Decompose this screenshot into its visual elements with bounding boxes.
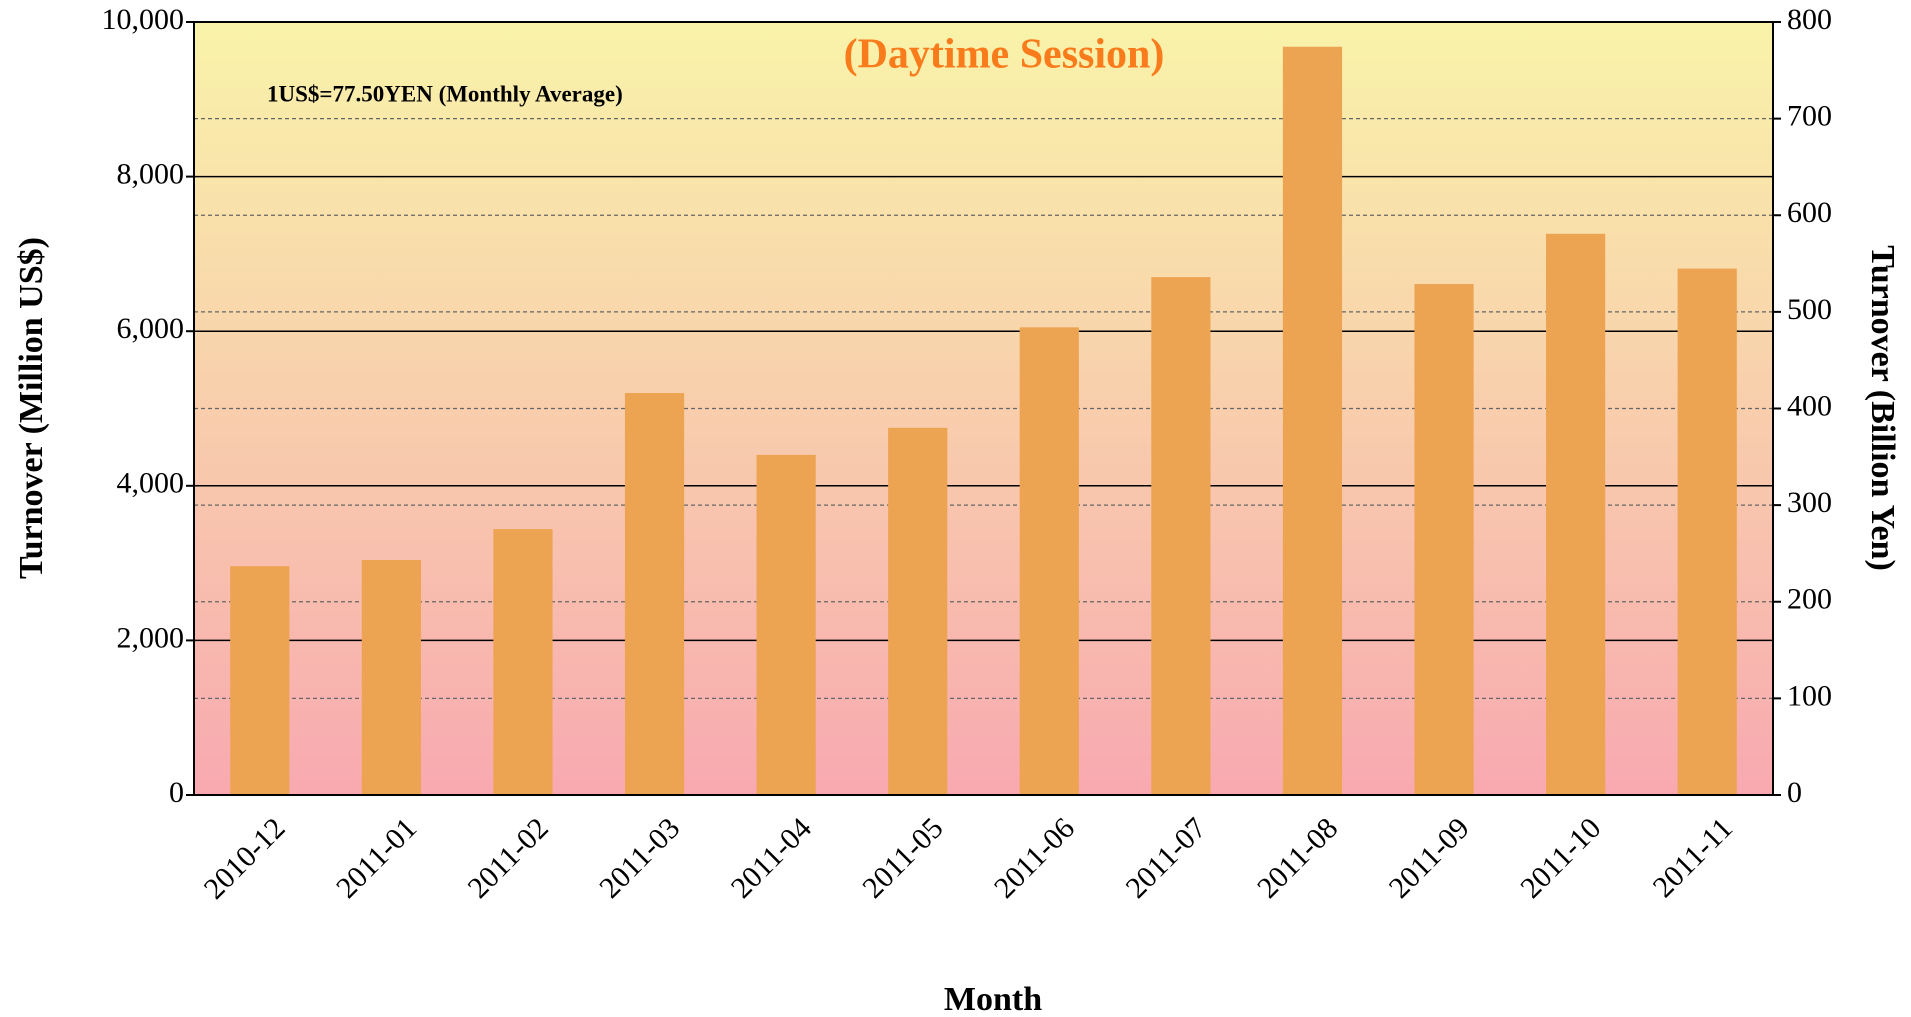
bar: [493, 529, 553, 795]
y-tick-label: 10,000: [102, 3, 185, 36]
x-axis-label: Month: [944, 981, 1042, 1017]
y2-tick-label: 800: [1787, 3, 1832, 36]
y-tick-label: 8,000: [117, 157, 185, 190]
bar: [756, 454, 816, 795]
bar: [230, 566, 290, 795]
x-tick-label: 2011-10: [1514, 811, 1607, 904]
x-tick-label: 2011-01: [330, 811, 423, 904]
plot-area: [194, 22, 1773, 795]
bar: [624, 393, 685, 795]
bar: [361, 560, 421, 795]
bars: [230, 46, 1737, 796]
bar: [1677, 268, 1737, 795]
bar: [1151, 277, 1211, 796]
x-tick-label: 2010-12: [198, 811, 292, 905]
y2-tick-label: 300: [1787, 486, 1832, 519]
x-tick-label: 2011-11: [1647, 811, 1739, 903]
chart-title: (Daytime Session): [844, 32, 1165, 78]
y2-tick-label: 200: [1787, 583, 1832, 616]
y2-tick-label: 100: [1787, 679, 1832, 712]
bar: [888, 427, 948, 795]
bar: [1019, 327, 1079, 795]
y2-tick-label: 600: [1787, 196, 1832, 229]
x-tick-label: 2011-03: [593, 811, 686, 904]
y-tick-label: 0: [169, 776, 184, 809]
annotation: 1US$=77.50YEN (Monthly Average): [267, 81, 623, 106]
y2-axis-label: Turnover (Billion Yen): [1864, 245, 1901, 571]
y2-tick-label: 500: [1787, 293, 1832, 326]
y-axis-label: Turnover (Million US$): [13, 237, 50, 579]
y-tick-label: 2,000: [117, 621, 185, 654]
x-tick-label: 2011-05: [856, 811, 949, 904]
y2-tick-label: 700: [1787, 100, 1832, 133]
bar: [1546, 233, 1606, 795]
bar: [1282, 46, 1343, 795]
x-tick-label: 2011-02: [462, 811, 555, 904]
y-tick-label: 6,000: [117, 312, 185, 345]
x-tick-label: 2011-09: [1383, 811, 1476, 904]
x-tick-label: 2011-06: [988, 811, 1081, 904]
x-tick-label: 2011-08: [1251, 811, 1344, 904]
bar: [1414, 284, 1474, 795]
y2-tick-label: 0: [1787, 776, 1802, 809]
x-tick-label: 2011-04: [725, 811, 818, 904]
y2-tick-label: 400: [1787, 389, 1832, 422]
y-tick-label: 4,000: [117, 467, 185, 500]
x-tick-label: 2011-07: [1119, 811, 1212, 904]
